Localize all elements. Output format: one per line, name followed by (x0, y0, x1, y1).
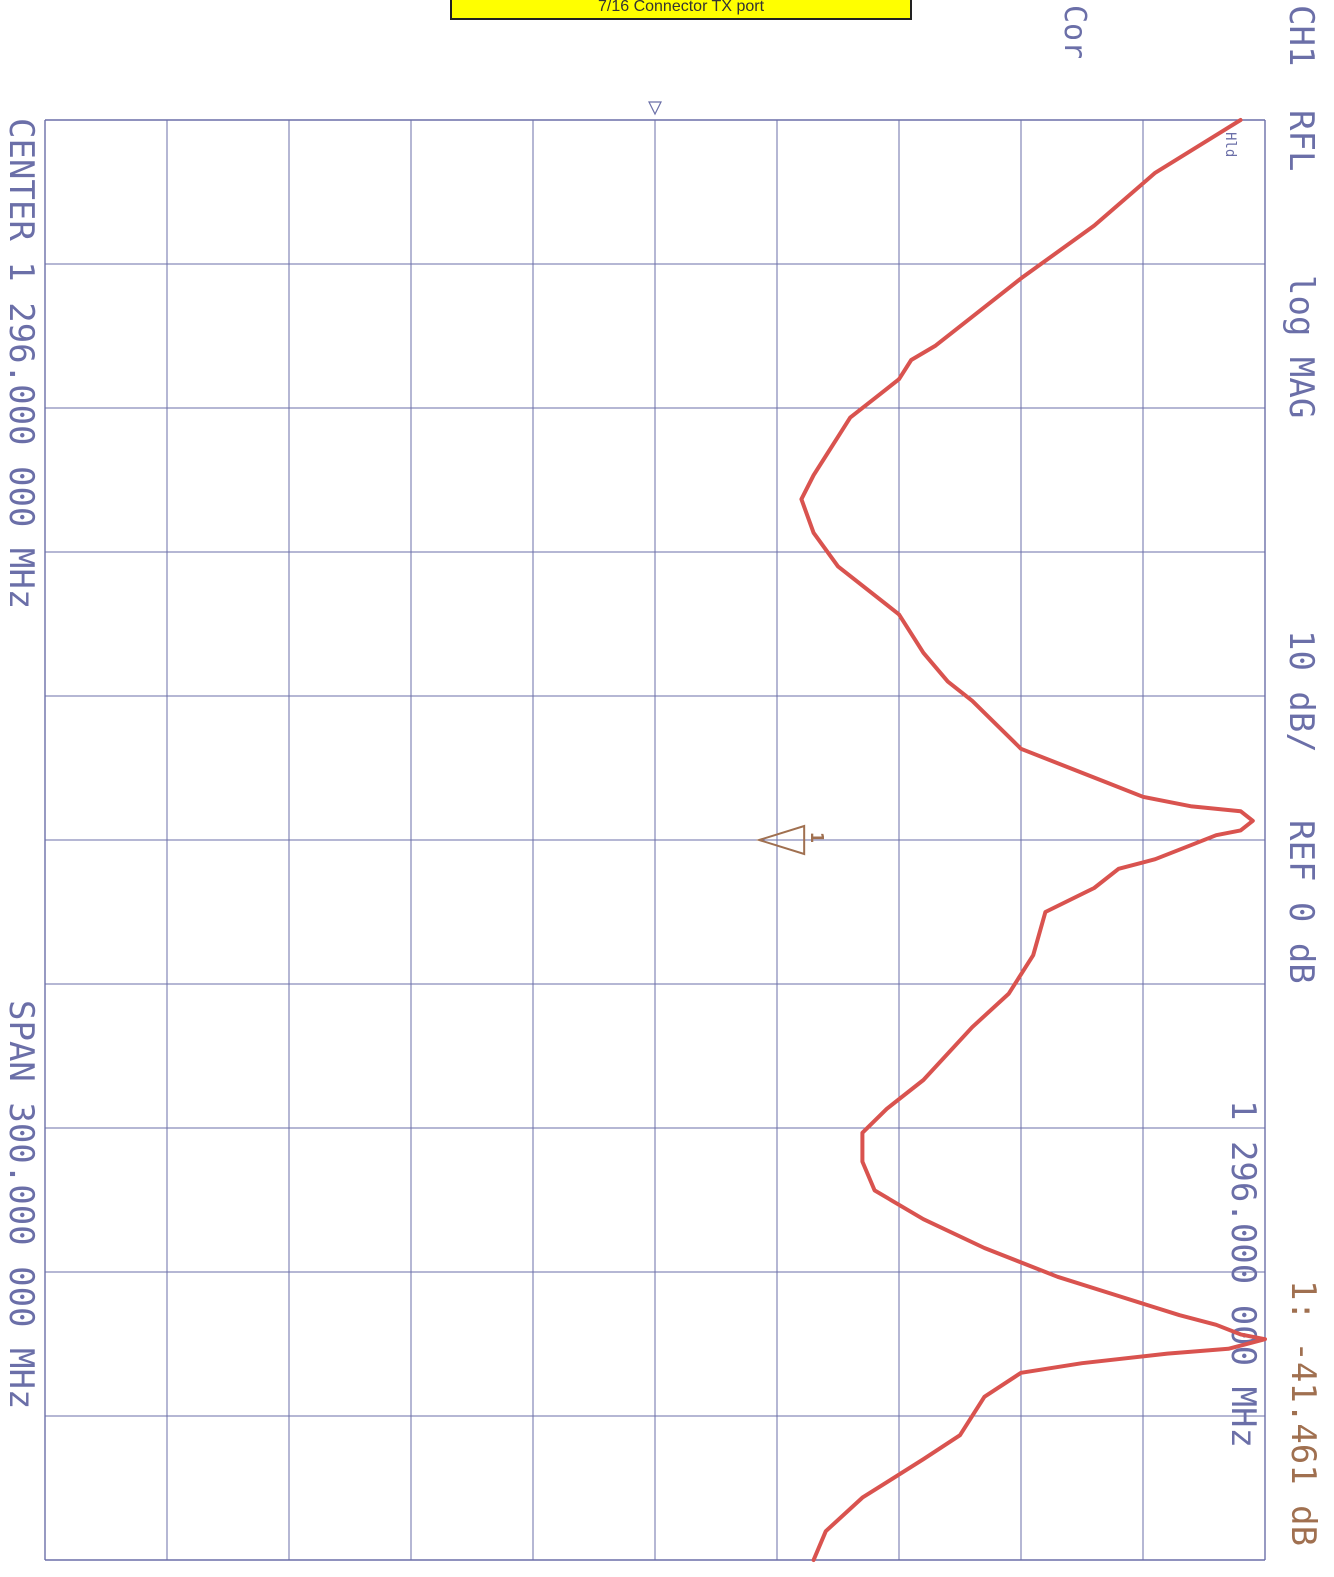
scale-label: 10 dB/ (1281, 630, 1321, 753)
format-label: log MAG (1281, 275, 1321, 418)
span-label: SPAN 300.000 000 MHz (1, 1000, 41, 1409)
marker-readout-value: 1: -41.461 dB (1283, 1280, 1323, 1546)
channel-label: CH1 (1281, 5, 1321, 66)
annotation-labels: CH1 RFL log MAG 10 dB/ REF 0 dB Cor Hld … (1, 5, 1323, 1546)
reference-pointer-icon (649, 102, 661, 114)
hold-badge: Hld (1222, 132, 1238, 157)
graticule (45, 120, 1265, 1560)
center-frequency-label: CENTER 1 296.000 000 MHz (1, 118, 41, 609)
correction-label: Cor (1057, 5, 1092, 59)
marker-readout-frequency: 1 296.000 000 MHz (1223, 1100, 1263, 1448)
reference-level-label: REF 0 dB (1281, 820, 1321, 984)
measurement-mode-label: RFL (1281, 110, 1321, 171)
marker-number: 1 (806, 832, 827, 843)
